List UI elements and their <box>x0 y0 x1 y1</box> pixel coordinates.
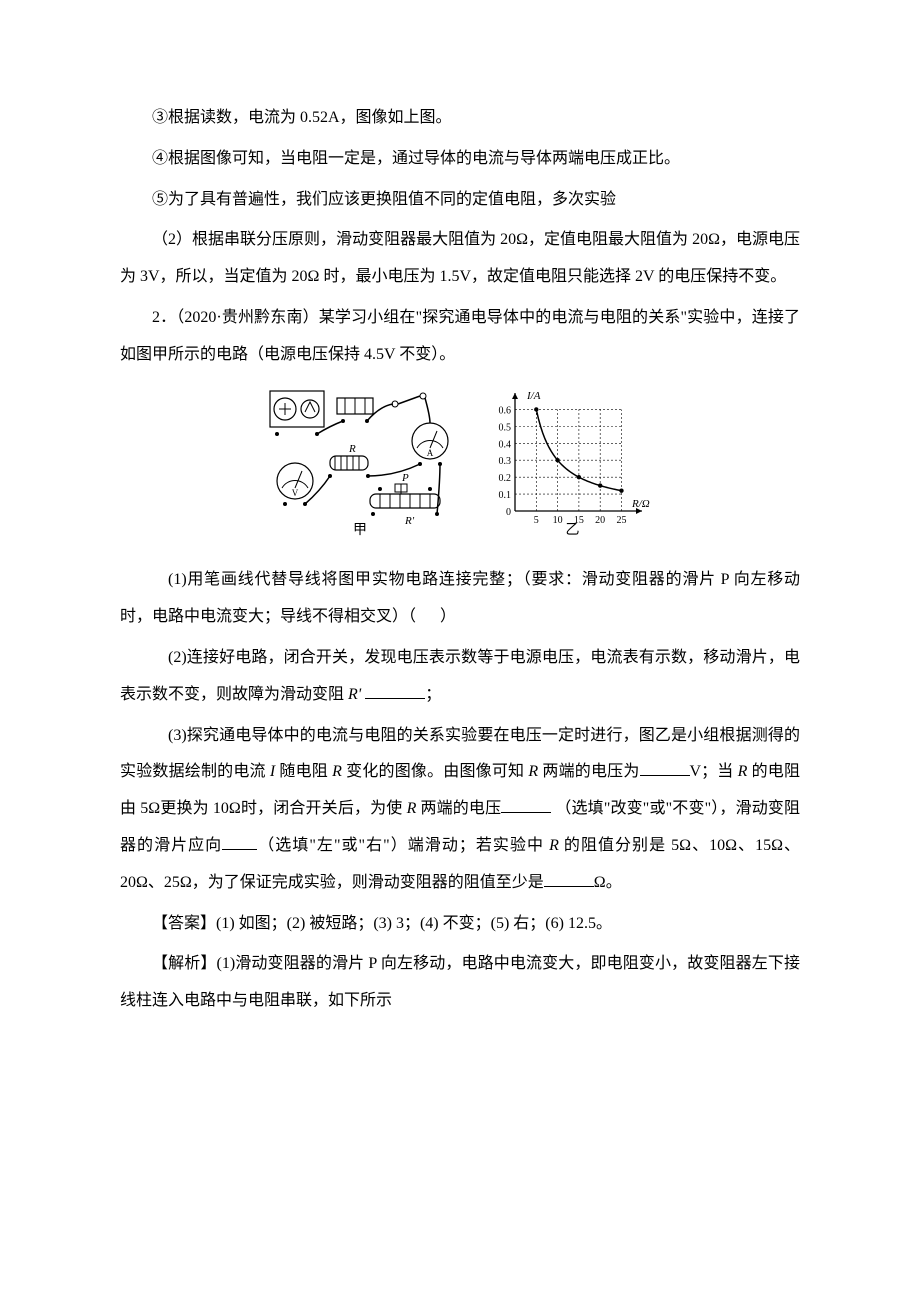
step-3: ③根据读数，电流为 0.52A，图像如上图。 <box>120 100 800 137</box>
svg-text:R': R' <box>404 515 415 527</box>
svg-text:P: P <box>401 472 409 484</box>
svg-text:0.5: 0.5 <box>499 422 512 433</box>
svg-text:I/A: I/A <box>526 390 541 402</box>
problem-2-intro: 2．（2020·贵州黔东南）某学习小组在"探究通电导体中的电流与电阻的关系"实验… <box>120 300 800 374</box>
svg-text:10: 10 <box>553 515 563 526</box>
answer-line: 【答案】(1) 如图；(2) 被短路；(3) 3；(4) 不变；(5) 右；(6… <box>120 906 800 943</box>
svg-text:0: 0 <box>506 507 511 518</box>
svg-text:5: 5 <box>534 515 539 526</box>
circuit-diagram: A V R P <box>265 386 455 551</box>
svg-text:V: V <box>292 488 299 498</box>
step-5: ⑤为了具有普遍性，我们应该更换阻值不同的定值电阻，多次实验 <box>120 182 800 219</box>
circuit-label: 甲 <box>353 523 367 536</box>
blank-q2 <box>365 680 425 699</box>
question-2: (2)连接好电路，闭合开关，发现电压表示数等于电源电压，电流表有示数，移动滑片，… <box>120 640 800 714</box>
svg-text:25: 25 <box>616 515 626 526</box>
svg-text:A: A <box>427 448 434 458</box>
step-4: ④根据图像可知，当电阻一定是，通过导体的电流与导体两端电压成正比。 <box>120 141 800 178</box>
answer-part2: （2）根据串联分压原则，滑动变阻器最大阻值为 20Ω，定值电阻最大阻值为 20Ω… <box>120 222 800 296</box>
question-3: (3)探究通电导体中的电流与电阻的关系实验要在电压一定时进行，图乙是小组根据测得… <box>120 718 800 902</box>
svg-text:R/Ω: R/Ω <box>631 498 650 510</box>
svg-text:0.4: 0.4 <box>499 439 512 450</box>
svg-text:乙: 乙 <box>566 522 580 536</box>
svg-text:0.6: 0.6 <box>499 405 512 416</box>
svg-text:R: R <box>348 443 356 455</box>
blank-change <box>501 794 551 813</box>
svg-text:0.1: 0.1 <box>499 490 512 501</box>
svg-text:20: 20 <box>595 515 605 526</box>
svg-text:0.3: 0.3 <box>499 456 512 467</box>
figure-row: A V R P <box>120 386 800 551</box>
iv-chart: 51015202500.10.20.30.40.50.6I/AR/Ω乙 <box>485 386 655 551</box>
blank-resistance <box>544 868 594 887</box>
question-1: (1)用笔画线代替导线将图甲实物电路连接完整；（要求：滑动变阻器的滑片 P 向左… <box>120 562 800 636</box>
blank-voltage <box>640 757 690 776</box>
blank-direction <box>222 831 257 850</box>
explanation-1: 【解析】(1)滑动变阻器的滑片 P 向左移动，电路中电流变大，即电阻变小，故变阻… <box>120 946 800 1020</box>
svg-text:0.2: 0.2 <box>499 473 512 484</box>
